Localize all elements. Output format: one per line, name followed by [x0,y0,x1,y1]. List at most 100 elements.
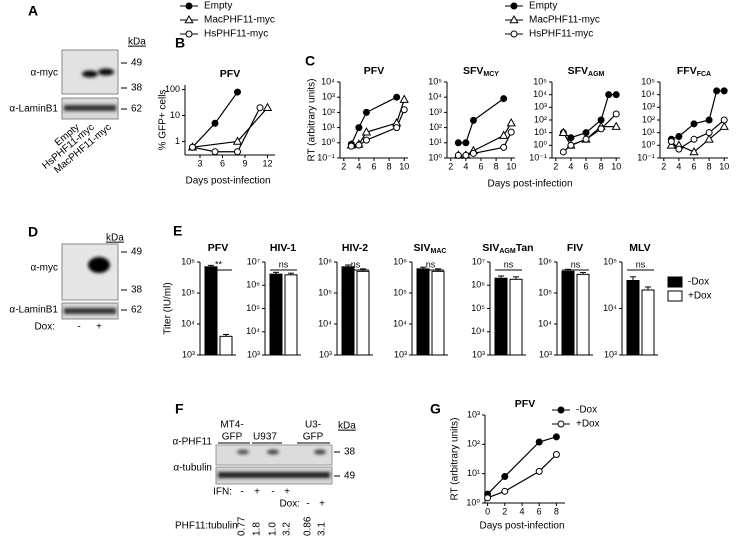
bar [509,278,523,356]
x-tick-label: 8 [599,161,604,171]
panel-letter: G [430,401,441,417]
y-tick-label: 10⁻¹ [529,152,547,162]
y-tick-label: 10³ [182,349,195,359]
row-label: α-myc [31,263,58,274]
y-tick-label: 1 [175,136,180,146]
y-tick-label: 10⁰ [428,152,442,162]
ratio-value: 0.77 [237,516,248,536]
y-tick-label: 10⁷ [472,256,485,266]
data-line [487,436,557,495]
x-axis-label: Days post-infection [479,521,564,532]
row-label: α-PHF11 [173,437,213,448]
legend-label: +Dox [576,419,600,430]
y-tick-label: 10⁶ [538,256,552,266]
lane-label: - [271,487,274,498]
condition-label: Dox: [279,499,300,510]
data-point [262,102,273,111]
chart-title-subscript: AGM [499,248,516,255]
chart-title-main: SIV [414,242,431,254]
y-tick-label: 10⁶ [181,256,195,266]
x-tick-label: 6 [691,161,696,171]
y-tick-label: 10⁵ [538,287,552,297]
lane-label: + [284,487,290,498]
legend-label: MacPHF11-myc [529,15,600,26]
x-tick-label: 8 [707,161,712,171]
data-point [582,135,590,143]
significance-label: ns [571,259,581,269]
data-point [355,124,363,132]
panel-letter: D [28,224,38,240]
y-tick-label: 10⁴ [318,318,332,328]
chart-title-subscript: MAC [430,248,446,255]
mw-marker: 49 [344,471,356,482]
mw-marker: 38 [131,83,143,94]
data-point [605,91,613,99]
bar [494,277,508,356]
x-tick-label: 4 [519,506,524,516]
chart-title: FFVFCA [677,65,711,79]
panel-letter: E [173,223,182,239]
ratio-value: 0.86 [303,516,314,536]
data-line [458,98,505,144]
data-point [189,143,196,151]
data-point [567,134,575,142]
panel-letter: F [175,401,184,417]
y-tick-label: 10¹ [642,127,655,137]
significance-label: ns [426,259,436,269]
legend-swatch [667,290,683,302]
data-point [184,14,194,24]
data-point [469,116,477,124]
chart-title-main: SFV [568,65,588,77]
data-point [705,129,713,137]
chart-title-main: PFV [364,65,384,77]
y-tick-label: 10⁴ [603,303,617,313]
legend-swatch [667,276,683,288]
data-line [192,107,268,148]
y-tick-label: 10¹ [429,137,442,147]
row-label: α-myc [31,68,58,79]
panel-letter: A [28,3,38,19]
y-axis-label: % GFP+ cells [158,90,169,151]
chart-title: PFV [208,242,228,254]
y-tick-label: 10³ [534,102,547,112]
data-point [612,110,620,118]
legend-label: HsPHF11-myc [529,29,593,40]
data-point [597,125,605,133]
blot-f: MT4- GFP U937 U3- GFP kDa 38 49 α-PHF11 … [173,420,357,536]
panel-letter: C [305,53,315,69]
y-tick-label: 10⁵ [393,287,407,297]
x-tick-label: 2 [553,161,558,171]
chart-title-main: SIV [482,242,499,254]
lane-label: + [319,499,325,510]
chart-title: PFV [364,65,384,77]
data-point [454,139,462,147]
data-point [509,14,519,24]
data-point [507,128,515,136]
chart-title-main: HIV-2 [342,242,368,254]
lane-label: - [306,499,309,510]
y-tick-label: 10² [467,439,480,449]
y-tick-label: 10⁷ [247,256,260,266]
data-point [499,130,509,139]
ratio-value: 3.1 [317,522,328,536]
x-tick-label: 8 [387,161,392,171]
blot-d: kDa 49 38 62 α-myc α-LaminB1 Dox: - + [9,233,142,333]
bar [269,273,283,356]
data-point [500,143,508,151]
blot-band [64,308,116,314]
kda-label: kDa [338,421,356,432]
y-tick-label: 10¹ [534,127,547,137]
data-point [234,148,241,156]
significance-label: ns [636,259,646,269]
data-line [350,96,397,145]
y-tick-label: 10⁵ [318,287,332,297]
panel-letter: B [175,35,185,51]
data-point [393,93,401,101]
data-point [690,120,698,128]
condition-label: Dox: [34,322,55,333]
x-tick-label: 9 [242,158,247,168]
significance-label: ** [215,259,223,269]
data-point [462,139,470,147]
data-point [719,121,729,130]
mw-marker: 62 [131,104,143,115]
